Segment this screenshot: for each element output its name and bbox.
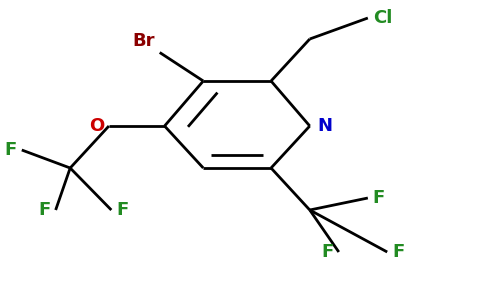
Text: F: F — [39, 201, 51, 219]
Text: F: F — [116, 201, 128, 219]
Text: F: F — [5, 141, 17, 159]
Text: Br: Br — [133, 32, 155, 50]
Text: O: O — [89, 117, 104, 135]
Text: F: F — [373, 189, 385, 207]
Text: F: F — [322, 243, 334, 261]
Text: F: F — [392, 243, 404, 261]
Text: N: N — [317, 117, 332, 135]
Text: Cl: Cl — [373, 9, 392, 27]
